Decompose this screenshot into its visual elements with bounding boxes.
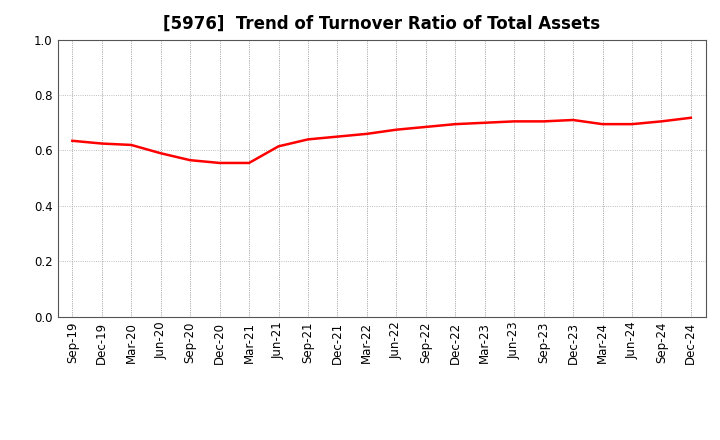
- Title: [5976]  Trend of Turnover Ratio of Total Assets: [5976] Trend of Turnover Ratio of Total …: [163, 15, 600, 33]
